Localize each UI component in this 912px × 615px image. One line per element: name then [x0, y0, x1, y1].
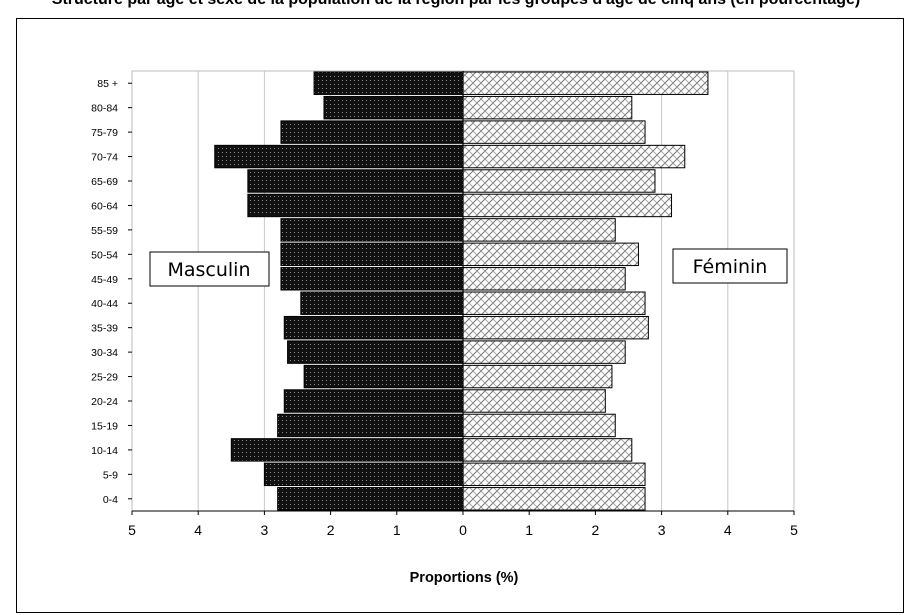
y-tick-label: 30-34 — [91, 347, 118, 359]
bar-feminin-40-44 — [462, 291, 646, 315]
bar-masculin-30-34 — [287, 340, 464, 364]
bar-masculin-60-64 — [247, 193, 464, 218]
chart-frame: 0-4 5-9 10-14 15-19 20-24 25-29 30-34 35-39 40-4… — [16, 18, 904, 613]
y-tick-label: 0-4 — [103, 494, 118, 506]
y-tick-label: 75-79 — [91, 127, 118, 139]
bar-feminin-50-54 — [462, 242, 639, 267]
x-tick-label: 1 — [525, 522, 533, 538]
y-tick-label: 60-64 — [91, 200, 118, 212]
bar-masculin-35-39 — [283, 315, 464, 340]
x-tick-label: 4 — [724, 522, 732, 538]
y-tick-label: 10-14 — [91, 445, 118, 457]
bar-feminin-15-19 — [462, 413, 616, 438]
bar-masculin-75-79 — [280, 120, 464, 144]
bar-feminin-45-49 — [462, 267, 626, 291]
y-tick-label: 20-24 — [91, 396, 118, 408]
bar-masculin-20-24 — [283, 389, 464, 413]
bar-masculin-45-49 — [280, 267, 464, 291]
label-masculin: Masculin — [149, 251, 270, 287]
series-label-masculin: Masculin — [167, 259, 250, 281]
bar-feminin-30-34 — [462, 340, 626, 364]
bar-feminin-70-74 — [462, 144, 686, 169]
bar-feminin-65-69 — [462, 169, 656, 193]
bar-masculin-80-84 — [323, 95, 464, 120]
labels: Masculin Féminin — [149, 248, 788, 287]
bar-feminin-80-84 — [462, 95, 633, 120]
x-tick-label: 5 — [128, 522, 136, 538]
bar-masculin-65-69 — [247, 169, 464, 193]
y-tick-label: 40-44 — [91, 298, 118, 310]
bar-masculin-25-29 — [303, 364, 464, 389]
bars — [214, 71, 709, 511]
y-tick-label: 25-29 — [91, 372, 118, 384]
bar-feminin-10-14 — [462, 438, 633, 462]
y-tick-label: 45-49 — [91, 274, 118, 286]
series-label-feminin: Féminin — [693, 256, 768, 278]
y-tick-label: 35-39 — [91, 323, 118, 335]
x-axis-title: Proportions (%) — [410, 570, 519, 586]
bar-feminin-35-39 — [462, 315, 649, 340]
x-tick-label: 1 — [393, 522, 401, 538]
bar-masculin-5-9 — [263, 462, 464, 487]
x-tick-label: 5 — [790, 522, 798, 538]
bar-feminin-0-4 — [462, 487, 646, 511]
bar-masculin-40-44 — [300, 291, 464, 315]
x-tick-label: 0 — [459, 522, 467, 538]
bar-masculin-0-4 — [277, 487, 464, 511]
bar-feminin-85 — [462, 71, 709, 95]
bar-masculin-15-19 — [277, 413, 464, 438]
y-tick-label: 80-84 — [91, 103, 118, 115]
bar-masculin-70-74 — [214, 144, 464, 169]
bar-masculin-55-59 — [280, 218, 464, 242]
y-tick-label: 65-69 — [91, 176, 118, 188]
x-tick-label: 2 — [592, 522, 600, 538]
population-pyramid-chart: 0-4 5-9 10-14 15-19 20-24 25-29 30-34 35-39 40-4… — [91, 70, 798, 586]
bar-feminin-60-64 — [462, 193, 673, 218]
bar-masculin-50-54 — [280, 242, 464, 267]
bar-masculin-85 — [313, 71, 464, 95]
bar-feminin-75-79 — [462, 120, 646, 144]
bar-masculin-10-14 — [230, 438, 464, 462]
bar-feminin-55-59 — [462, 218, 616, 242]
y-tick-label: 50-54 — [91, 249, 118, 261]
y-tick-label: 85 + — [97, 78, 118, 90]
y-tick-label: 70-74 — [91, 152, 118, 164]
x-tick-label: 4 — [194, 522, 202, 538]
x-tick-label: 3 — [658, 522, 666, 538]
label-feminin: Féminin — [672, 248, 788, 284]
y-tick-label: 15-19 — [91, 420, 118, 432]
axes: 0-4 5-9 10-14 15-19 20-24 25-29 30-34 35-39 40-4… — [91, 71, 798, 538]
bar-feminin-20-24 — [462, 389, 606, 413]
header-strip: Structure par âge et sexe de la populati… — [0, 0, 912, 14]
bar-feminin-5-9 — [462, 462, 646, 487]
y-tick-label: 5-9 — [103, 469, 118, 481]
x-tick-label: 2 — [327, 522, 335, 538]
bar-feminin-25-29 — [462, 364, 613, 389]
y-tick-label: 55-59 — [91, 225, 118, 237]
x-tick-label: 3 — [261, 522, 269, 538]
figure-header: Structure par âge et sexe de la populati… — [0, 0, 912, 9]
